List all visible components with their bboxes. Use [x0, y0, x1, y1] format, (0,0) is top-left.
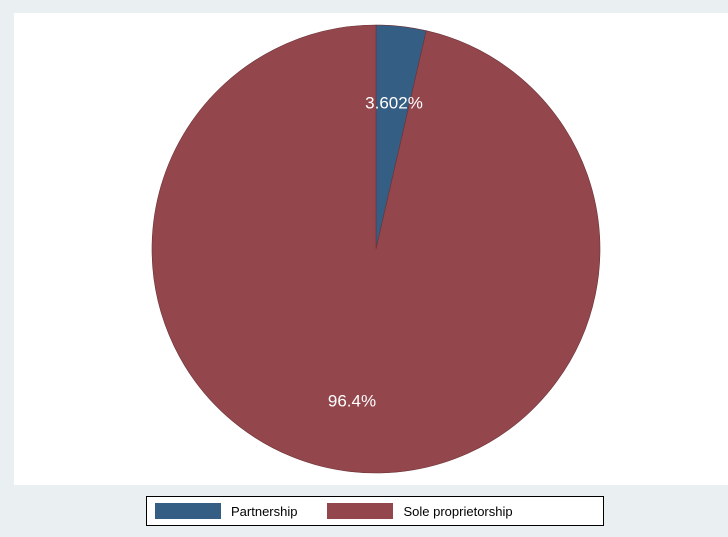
pie-slice-sole-proprietorship	[151, 24, 601, 474]
legend-swatch-sole-proprietorship	[327, 503, 394, 519]
legend-label-partnership: Partnership	[231, 503, 298, 519]
data-label-sole-proprietorship: 96.4%	[328, 391, 376, 410]
legend-item-sole-proprietorship: Sole proprietorship	[319, 497, 513, 525]
legend-swatch-partnership	[155, 503, 221, 519]
legend: Partnership Sole proprietorship	[146, 496, 604, 526]
data-label-partnership: 3.602%	[365, 93, 423, 112]
legend-item-partnership: Partnership	[147, 497, 319, 525]
legend-label-sole-proprietorship: Sole proprietorship	[403, 503, 513, 519]
